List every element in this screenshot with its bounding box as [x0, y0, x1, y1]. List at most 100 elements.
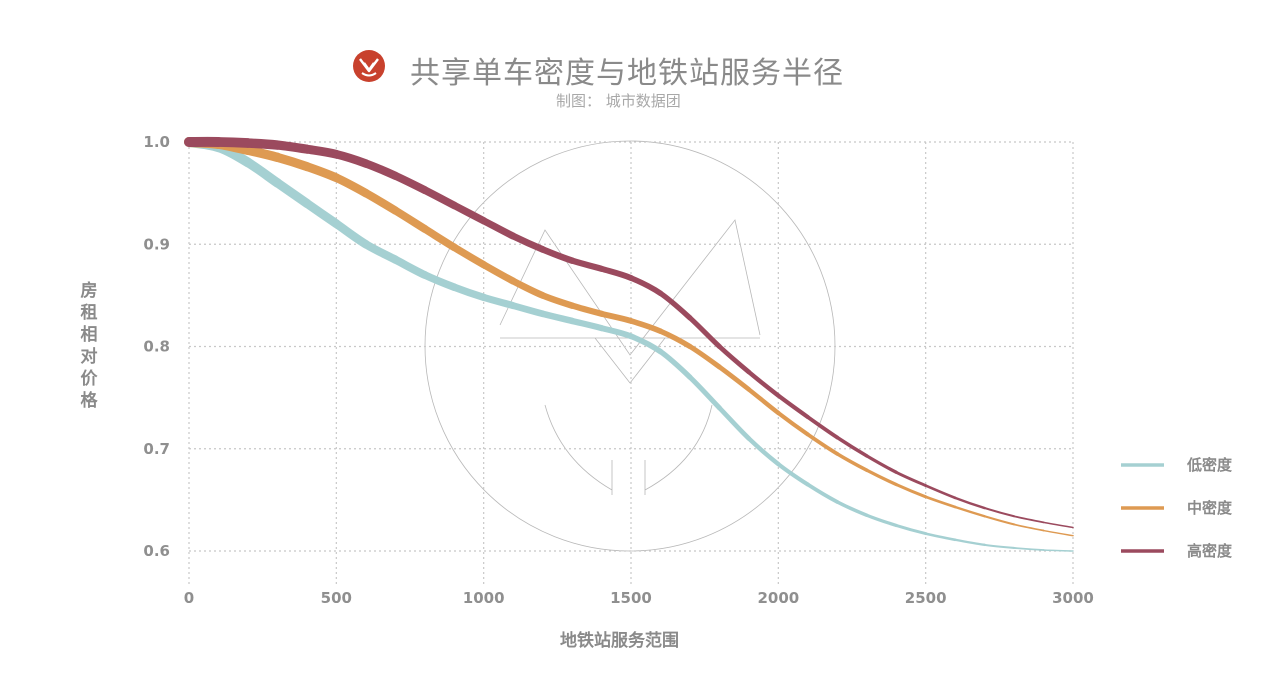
- x-tick-label: 1000: [463, 589, 505, 607]
- series-line-mid: [746, 387, 781, 416]
- x-tick-label: 2500: [905, 589, 947, 607]
- series-line-high: [835, 435, 869, 458]
- series-line-high: [687, 315, 722, 350]
- series-line-mid: [1013, 523, 1045, 532]
- series-line-low: [450, 283, 488, 302]
- series-line-low: [805, 482, 840, 504]
- series-line-mid: [450, 243, 488, 269]
- y-tick-label: 0.6: [143, 542, 170, 560]
- series-line-mid: [924, 495, 957, 509]
- series-line-low: [391, 255, 429, 279]
- series-line-mid: [332, 173, 371, 198]
- series-line-low: [717, 405, 752, 441]
- y-axis-label: 房租相对价格: [80, 281, 98, 411]
- series-line-low: [865, 513, 898, 528]
- series-line-high: [332, 150, 371, 168]
- series-line-high: [953, 496, 986, 510]
- legend-label-low: 低密度: [1186, 456, 1233, 474]
- series-line-high: [509, 232, 546, 253]
- series-line-low: [332, 219, 371, 249]
- series-line-low: [924, 532, 957, 542]
- grid-lines: [188, 141, 1074, 586]
- series-line-low: [746, 436, 781, 467]
- series-line-mid: [776, 410, 810, 437]
- x-tick-label: 2000: [757, 589, 799, 607]
- series-line-high: [746, 369, 781, 398]
- series-line-low: [509, 302, 546, 318]
- series-line-low: [953, 538, 986, 547]
- series-line-low: [272, 178, 312, 208]
- series-line-high: [805, 415, 840, 440]
- series-line-high: [391, 171, 429, 195]
- x-tick-label: 0: [184, 589, 194, 607]
- series-line-low: [776, 462, 810, 487]
- series-line-mid: [687, 343, 722, 370]
- series-line-low: [302, 198, 341, 229]
- legend-label-mid: 中密度: [1187, 499, 1233, 517]
- series-line-low: [983, 543, 1016, 549]
- chart-title: 共享单车密度与地铁站服务半径: [410, 56, 844, 91]
- series-line-mid: [894, 483, 928, 499]
- series-line-high: [983, 507, 1016, 518]
- y-tick-label: 0.8: [143, 338, 170, 356]
- series-line-low: [687, 374, 722, 411]
- series-line-low: [628, 333, 664, 355]
- watermark-mark: [544, 404, 713, 495]
- series-line-low: [480, 293, 517, 310]
- series-line-high: [598, 265, 634, 281]
- series-line-high: [924, 484, 957, 500]
- series-line-mid: [539, 292, 576, 309]
- series-lines: [184, 136, 1074, 552]
- series-line-high: [302, 144, 341, 159]
- series-line-low: [420, 271, 459, 292]
- series-line-low: [361, 240, 400, 264]
- y-tick-labels: 1.0 0.9 0.8 0.7 0.6: [143, 133, 170, 560]
- series-line-high: [717, 344, 752, 375]
- series-line-low: [657, 348, 693, 380]
- series-line-high: [450, 201, 488, 225]
- x-tick-label: 3000: [1052, 589, 1094, 607]
- series-line-mid: [953, 505, 986, 518]
- series-line-mid: [361, 189, 400, 215]
- series-line-high: [1042, 521, 1074, 529]
- series-line-low: [1013, 547, 1045, 551]
- x-axis-label: 地铁站服务范围: [560, 631, 679, 651]
- y-tick-label: 0.7: [143, 440, 170, 458]
- series-line-high: [1013, 515, 1045, 524]
- series-line-mid: [835, 452, 869, 472]
- series-line-high: [539, 246, 576, 264]
- series-line-high: [628, 275, 664, 297]
- series-line-mid: [480, 261, 517, 285]
- series-line-high: [865, 454, 898, 474]
- series-line-low: [894, 523, 928, 536]
- series-line-low: [539, 310, 576, 325]
- watermark-mark: [499, 219, 761, 356]
- series-line-high: [272, 140, 312, 154]
- x-tick-labels: 0 500 1000 1500 2000 2500 3000: [184, 589, 1094, 607]
- series-line-high: [361, 159, 400, 180]
- y-tick-label: 0.9: [143, 235, 170, 253]
- series-line-mid: [983, 515, 1016, 526]
- series-line-low: [243, 157, 283, 188]
- series-line-high: [480, 217, 517, 240]
- series-line-mid: [628, 318, 664, 334]
- chart-subtitle: 制图： 城市数据团: [556, 92, 681, 110]
- series-line-mid: [805, 432, 840, 456]
- series-line-high: [894, 470, 928, 488]
- series-line-mid: [1042, 529, 1074, 537]
- series-line-low: [568, 317, 605, 332]
- y-tick-label: 1.0: [143, 133, 170, 151]
- series-line-high: [776, 393, 810, 420]
- series-line-high: [568, 257, 605, 272]
- series-line-mid: [391, 206, 429, 233]
- series-line-mid: [865, 468, 898, 487]
- series-line-mid: [272, 152, 312, 172]
- x-tick-label: 1500: [610, 589, 652, 607]
- series-line-mid: [717, 364, 752, 392]
- series-line-mid: [657, 328, 693, 350]
- series-line-mid: [302, 162, 341, 183]
- legend-label-high: 高密度: [1187, 542, 1233, 560]
- brand-logo-icon: [353, 50, 385, 82]
